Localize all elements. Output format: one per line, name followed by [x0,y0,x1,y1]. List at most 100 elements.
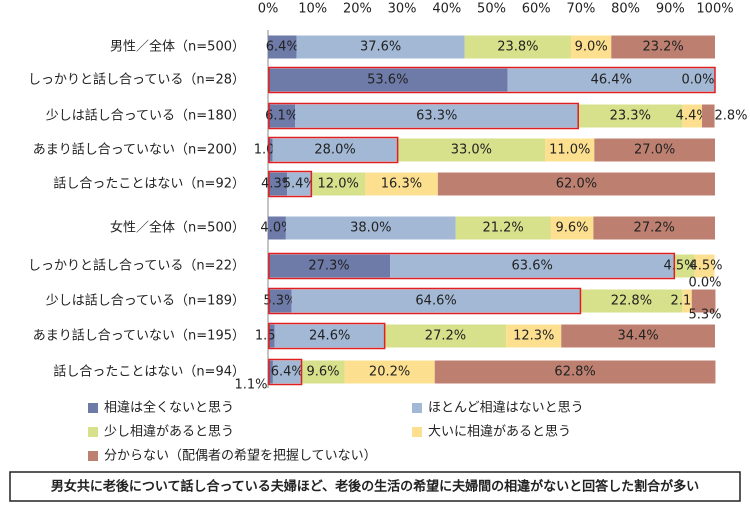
bar-segment [268,35,297,59]
bar-segment [390,254,675,278]
data-label: 27.3% [308,259,349,274]
legend-label: ほとんど相違はないと思う [428,401,584,416]
legend-swatch [88,451,98,461]
data-label: 12.0% [318,177,359,192]
bar-segment [580,289,683,313]
highlight-box [268,358,303,386]
data-label: 4.4% [676,109,709,124]
bar-segment [268,360,273,384]
bar-segment [268,289,292,313]
bar-segment [285,216,456,240]
x-tick-label: 80% [611,2,640,17]
bar-segment [434,360,716,384]
legend-label: 分からない（配偶者の希望を把握していない） [104,448,377,464]
x-tick-label: 70% [566,2,595,17]
bar-segment [571,35,612,59]
data-label: 6.1% [265,109,298,124]
note: 男女共に老後について話し合っている夫婦ほど、老後の生活の希望に夫婦間の相違がない… [51,479,699,495]
x-tick-label: 90% [656,2,685,17]
data-label: 28.0% [314,143,355,158]
bar-segment [287,172,312,196]
data-label: 23.3% [610,109,651,124]
data-label: 62.8% [554,365,595,380]
bar-segment [674,254,695,278]
data-label: 24.6% [309,329,350,344]
bar-segment [691,289,716,313]
data-label: 9.6% [306,365,339,380]
bar-segment [364,172,438,196]
legend-label: 相違は全くないと思う [104,400,234,416]
bar-segment [506,324,562,348]
data-label: 27.2% [425,329,466,344]
data-label: 0.0% [681,73,714,88]
bar-segment [594,138,715,162]
category-label: 少しは話し合っている（n=180） [46,108,245,124]
bar-segment [464,35,572,59]
category-label: あまり話し合っていない（n=200） [33,142,245,158]
data-label: 33.0% [451,143,492,158]
bar-segment [611,35,715,59]
bar-segment [561,324,715,348]
data-label: 6.4% [266,40,299,55]
bar-segment [268,138,273,162]
data-label: 27.2% [634,221,675,236]
data-label: 5.3% [263,294,296,309]
data-label: 0.0% [688,276,721,291]
data-label: 27.0% [634,143,675,158]
x-tick-label: 40% [432,2,461,17]
bar-segment [545,138,595,162]
bar-segment [272,138,398,162]
legend-swatch [412,403,422,413]
data-label: 1.1% [234,378,267,393]
highlight-box [268,170,313,198]
data-label: 23.2% [642,40,683,55]
bar-segment [682,104,703,128]
bar-segment [550,216,594,240]
bar-segment [268,324,275,348]
category-label: 少しは話し合っている（n=189） [46,293,245,309]
category-label: しっかりと話し合っている（n=28） [28,72,245,88]
bar-segment [296,35,465,59]
data-label: 16.3% [381,177,422,192]
category-label: あまり話し合っていない（n=195） [33,328,245,344]
bar-segment [578,104,683,128]
bar-segment [682,289,692,313]
note-box [9,471,741,502]
bar-segment [268,216,286,240]
bar-segment [301,360,345,384]
x-tick-label: 0% [258,2,279,17]
highlight-box [268,252,676,280]
data-label: 9.0% [575,40,608,55]
data-label: 5.4% [283,177,316,192]
data-label: 46.4% [591,73,632,88]
highlight-box [268,322,386,350]
bar-segment [268,254,391,278]
bar-segment [507,68,715,92]
data-label: 21.2% [482,221,523,236]
bar-segment [268,68,508,92]
x-tick-label: 60% [522,2,551,17]
bar-segment [344,360,435,384]
x-tick-label: 30% [388,2,417,17]
highlight-box [268,102,579,130]
data-label: 12.3% [513,329,554,344]
bar-segment [384,324,507,348]
x-tick-label: 100% [696,2,733,17]
bar-segment [268,104,296,128]
bar-segment [455,216,551,240]
legend-swatch [88,427,98,437]
data-label: 4.5% [689,259,722,274]
data-label: 37.6% [360,40,401,55]
x-tick-label: 20% [343,2,372,17]
bar-segment [593,216,715,240]
data-label: 11.0% [549,143,590,158]
category-label: 男性／全体（n=500） [110,39,245,55]
data-label: 23.8% [497,40,538,55]
legend-label: 少し相違があると思う [104,425,234,440]
data-label: 4.5% [663,259,696,274]
category-label: 話し合ったことはない（n=92） [53,176,245,192]
bar-segment [397,138,546,162]
data-label: 22.8% [611,294,652,309]
bar-segment [268,172,288,196]
